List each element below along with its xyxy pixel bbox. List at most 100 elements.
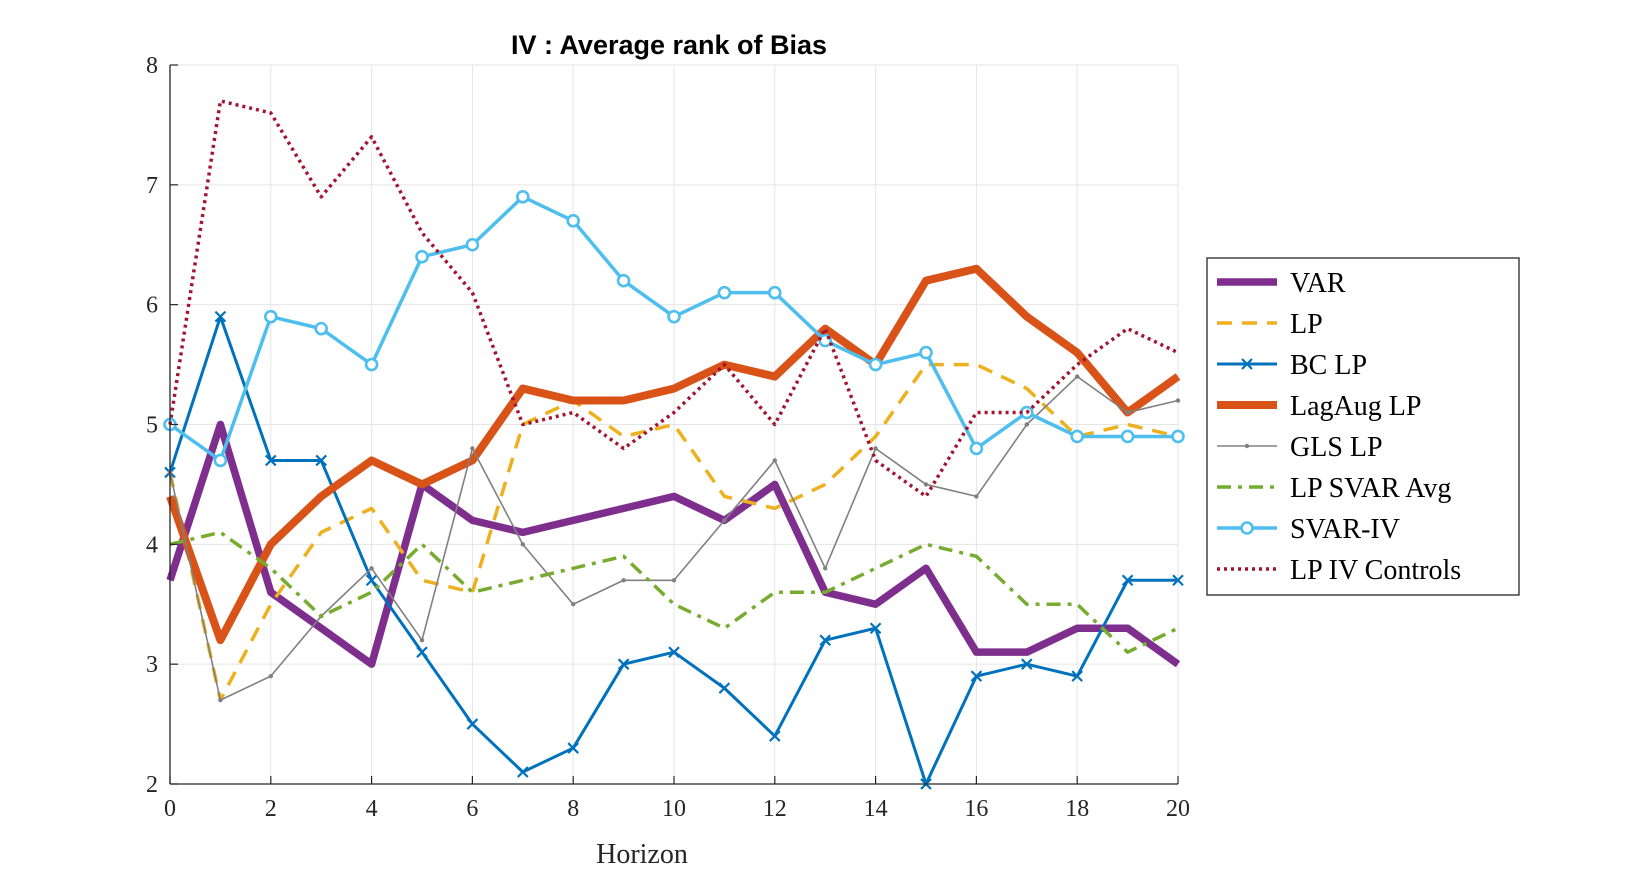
data-point [722, 518, 727, 523]
data-point [466, 718, 479, 730]
series-line [169, 530, 1179, 654]
legend-marker [1240, 521, 1254, 535]
data-point [415, 249, 429, 264]
x-axis-label: Horizon [596, 839, 688, 870]
data-point [869, 622, 882, 634]
series-lp-iv-controls [168, 99, 1179, 499]
data-point [1125, 410, 1130, 415]
x-tick-label: 0 [164, 796, 176, 822]
data-point [566, 213, 581, 228]
data-point [1175, 398, 1181, 403]
legend-label: LP IV Controls [1290, 555, 1461, 586]
legend-item: SVAR-IV [1217, 514, 1400, 545]
series-lagaug-lp [166, 264, 1181, 645]
legend-marker [1241, 358, 1253, 370]
data-point [668, 646, 680, 658]
data-point [214, 310, 227, 323]
legend-item: LP SVAR Avg [1217, 473, 1451, 504]
data-point [263, 309, 278, 324]
data-point [617, 658, 630, 670]
data-point [465, 237, 480, 252]
data-point [873, 446, 878, 451]
series-line [168, 362, 1179, 702]
legend-item: LagAug LP [1217, 391, 1421, 422]
x-tick-label: 6 [466, 796, 478, 822]
legend-label: VAR [1290, 268, 1346, 299]
y-tick-label: 2 [146, 772, 158, 798]
data-point [970, 670, 983, 682]
data-point [1172, 574, 1184, 587]
x-tick-label: 18 [1065, 796, 1089, 822]
data-point [470, 446, 475, 451]
y-tick-label: 6 [146, 293, 158, 319]
data-point [515, 190, 530, 204]
data-point [268, 673, 273, 679]
x-tick-label: 16 [964, 796, 988, 822]
x-tick-label: 4 [366, 796, 378, 822]
data-point [567, 742, 579, 754]
data-point [314, 321, 329, 336]
data-point [1120, 429, 1135, 444]
data-point [923, 482, 929, 487]
series-line [166, 264, 1181, 645]
data-point [974, 494, 979, 499]
legend-item: LP IV Controls [1217, 555, 1461, 586]
y-tick-label: 7 [146, 173, 158, 199]
data-point [616, 273, 631, 288]
data-point [1121, 574, 1134, 587]
data-point [772, 458, 777, 463]
y-tick-label: 5 [146, 413, 158, 439]
data-point [717, 285, 732, 300]
legend-item: BC LP [1217, 350, 1367, 381]
y-tick-label: 4 [146, 532, 158, 558]
data-point [265, 454, 277, 467]
series-lp [168, 362, 1179, 702]
data-point [364, 357, 379, 372]
x-tick-label: 14 [864, 796, 888, 822]
data-point [520, 542, 525, 547]
data-point [1171, 429, 1185, 444]
x-tick-label: 8 [567, 796, 579, 822]
legend-label: GLS LP [1290, 432, 1383, 463]
x-tick-label: 20 [1166, 796, 1190, 822]
x-tick-label: 12 [763, 796, 787, 822]
data-point [1075, 374, 1080, 379]
x-tick-label: 10 [662, 796, 686, 822]
legend-label: SVAR-IV [1290, 514, 1400, 545]
legend: VAR LP BC LP LagAug LP GLS LP LP SVAR Avg SVAR… [1206, 257, 1520, 596]
data-point [517, 766, 529, 778]
data-point [823, 566, 828, 571]
data-point [969, 441, 984, 456]
y-tick-label: 8 [146, 53, 158, 79]
legend-item: GLS LP [1217, 432, 1383, 463]
data-point [868, 357, 883, 372]
legend-item: VAR [1217, 268, 1346, 299]
data-point [365, 574, 378, 587]
series-var [166, 420, 1181, 668]
series-bc-lp [164, 310, 1184, 790]
data-point [1070, 429, 1084, 444]
legend-item: LP [1217, 309, 1323, 340]
data-point [571, 602, 576, 607]
x-tick-label: 2 [265, 796, 277, 822]
legend-label: LP SVAR Avg [1290, 473, 1451, 504]
legend-marker [1244, 443, 1250, 449]
y-tick-label: 3 [146, 652, 158, 678]
data-point [671, 578, 677, 583]
data-point [1021, 658, 1033, 670]
series-svar-iv [163, 190, 1185, 468]
data-point [667, 309, 681, 324]
legend-box [1206, 257, 1520, 596]
data-point [1024, 422, 1030, 427]
data-point [769, 730, 781, 742]
data-point [218, 697, 223, 703]
series-lp-svar-avg [169, 530, 1179, 654]
series-line [168, 99, 1179, 499]
data-point [419, 638, 425, 643]
legend-label: LP [1290, 309, 1323, 340]
data-point [315, 454, 327, 467]
data-point [718, 682, 731, 694]
series-gls-lp [167, 374, 1181, 703]
